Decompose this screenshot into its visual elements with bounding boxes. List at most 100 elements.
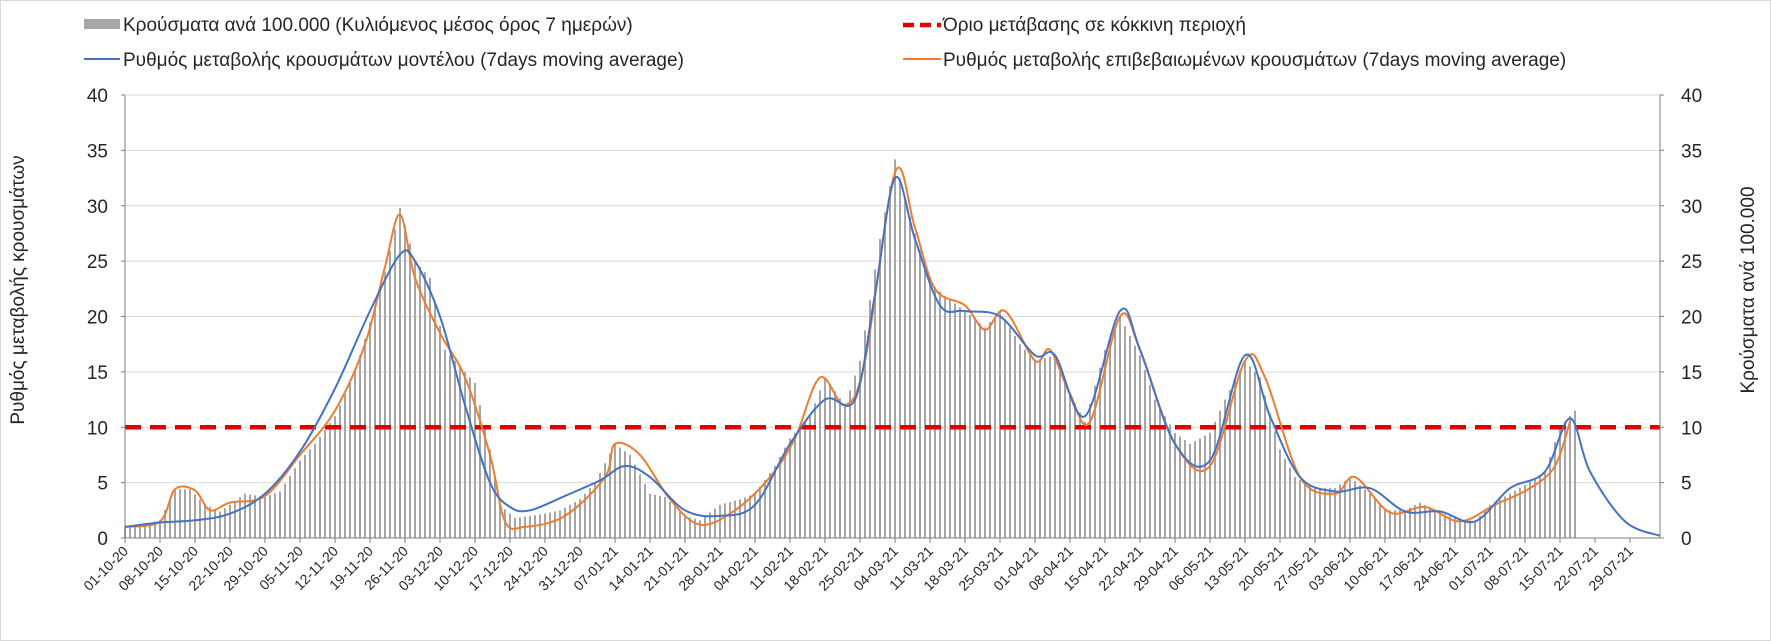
y-tick-label-right: 20	[1681, 308, 1702, 329]
bar	[1154, 399, 1156, 538]
bar	[719, 504, 721, 538]
bar	[404, 225, 406, 538]
bar	[1194, 441, 1196, 538]
bar	[709, 512, 711, 538]
bar	[1564, 421, 1566, 538]
bar-series	[124, 159, 1576, 539]
bar	[444, 349, 446, 538]
bar	[994, 316, 996, 538]
bar	[1409, 507, 1411, 538]
bar	[1084, 421, 1086, 538]
bar	[589, 488, 591, 538]
bar	[1199, 438, 1201, 538]
bar	[434, 301, 436, 538]
bar	[1484, 510, 1486, 538]
bar	[1184, 440, 1186, 538]
y-tick-label-left: 30	[87, 197, 108, 218]
bar	[544, 513, 546, 538]
bar	[1099, 367, 1101, 538]
legend-label-model: Ρυθμός μεταβολής κρουσμάτων μοντέλου (7d…	[123, 50, 684, 71]
bar	[414, 261, 416, 538]
bar	[254, 495, 256, 538]
bar	[1554, 442, 1556, 538]
bar	[1514, 490, 1516, 538]
bar	[194, 494, 196, 538]
bar	[1524, 484, 1526, 538]
y-tick-label-right: 25	[1681, 252, 1702, 273]
bar	[869, 299, 871, 538]
bar	[449, 355, 451, 538]
bar	[139, 524, 141, 538]
bar	[579, 499, 581, 538]
bar	[1019, 344, 1021, 538]
bar	[964, 310, 966, 538]
bar	[129, 526, 131, 538]
y-tick-label-left: 10	[87, 418, 108, 439]
bar	[1489, 504, 1491, 538]
bar	[764, 479, 766, 538]
bar	[1214, 421, 1216, 538]
bar	[499, 504, 501, 538]
bar	[809, 416, 811, 538]
bar	[269, 495, 271, 538]
bar	[1339, 484, 1341, 538]
bar	[824, 377, 826, 538]
bar	[1344, 480, 1346, 538]
y-tick-label-left: 5	[97, 474, 108, 495]
y-tick-label-right: 0	[1681, 529, 1692, 550]
y-tick-label-left: 20	[87, 308, 108, 329]
bar	[959, 307, 961, 538]
bar	[1364, 489, 1366, 538]
bar	[879, 238, 881, 538]
bar	[1404, 510, 1406, 538]
bar	[144, 523, 146, 538]
bar	[439, 325, 441, 538]
bar	[224, 508, 226, 538]
bar	[594, 482, 596, 538]
bar	[239, 497, 241, 538]
bar	[459, 366, 461, 538]
bar	[454, 360, 456, 538]
bar	[359, 355, 361, 538]
bar	[1284, 458, 1286, 538]
bar	[654, 494, 656, 538]
bar	[309, 449, 311, 538]
bar	[669, 501, 671, 538]
y-tick-label-left: 0	[97, 529, 108, 550]
bar	[1539, 474, 1541, 538]
bar	[394, 229, 396, 539]
bar	[604, 463, 606, 538]
bar	[184, 489, 186, 538]
bar	[619, 447, 621, 538]
bar	[1114, 327, 1116, 538]
bar	[1264, 395, 1266, 538]
bar	[1459, 518, 1461, 538]
y-tick-label-left: 25	[87, 252, 108, 273]
bar	[214, 509, 216, 538]
bar	[1204, 435, 1206, 538]
bar	[1299, 479, 1301, 538]
y-tick-label-right: 30	[1681, 197, 1702, 218]
bar	[834, 391, 836, 538]
bar	[624, 451, 626, 538]
bar	[574, 502, 576, 538]
bar	[859, 360, 861, 538]
bar	[699, 520, 701, 538]
bar	[1424, 505, 1426, 538]
bar	[779, 456, 781, 538]
bar	[659, 495, 661, 538]
legend: Κρούσματα ανά 100.000 (Κυλιόμενος μέσος …	[84, 15, 1566, 71]
bar	[1349, 477, 1351, 538]
model-cases-line	[124, 175, 1661, 537]
bar	[364, 338, 366, 538]
bar	[1569, 416, 1571, 538]
bar	[1259, 377, 1261, 538]
bar	[1374, 499, 1376, 538]
bar	[1534, 478, 1536, 538]
y-tick-label-right: 35	[1681, 141, 1702, 162]
bar	[784, 447, 786, 538]
bar	[1294, 477, 1296, 538]
bar	[729, 502, 731, 538]
bar	[374, 305, 376, 538]
